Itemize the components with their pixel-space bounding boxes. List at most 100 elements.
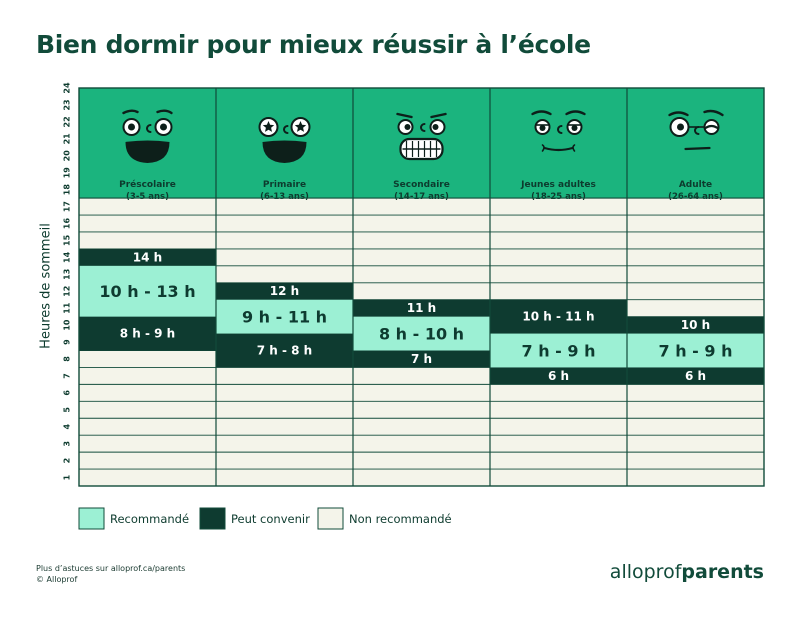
y-tick-label: 2 bbox=[63, 458, 72, 464]
y-tick-label: 24 bbox=[63, 82, 72, 94]
y-tick-label: 11 bbox=[63, 302, 72, 314]
pupil bbox=[677, 123, 684, 131]
legend-label: Recommandé bbox=[110, 512, 189, 526]
bar-recommended bbox=[216, 299, 353, 334]
y-tick-label: 5 bbox=[63, 407, 72, 413]
braces-face-icon bbox=[396, 112, 447, 161]
y-tick-label: 22 bbox=[63, 116, 72, 127]
brow bbox=[122, 109, 139, 115]
nose bbox=[557, 125, 563, 134]
legend-swatch bbox=[317, 507, 344, 530]
page-title: Bien dormir pour mieux réussir à l’école bbox=[36, 30, 591, 59]
group-ages: (14-17 ans) bbox=[394, 192, 449, 202]
pupil bbox=[432, 124, 439, 130]
brow bbox=[430, 112, 447, 119]
smile-face-icon bbox=[122, 109, 173, 163]
bar-acceptable-lower bbox=[353, 350, 490, 368]
smirk-face-icon bbox=[531, 110, 586, 152]
nose bbox=[146, 124, 152, 133]
mouth bbox=[125, 140, 170, 163]
bar-recommended bbox=[353, 316, 490, 351]
bar-acceptable-lower bbox=[627, 367, 764, 385]
legend-label: Non recommandé bbox=[349, 512, 452, 526]
brow bbox=[156, 109, 173, 115]
brow bbox=[703, 109, 724, 117]
nose bbox=[420, 123, 426, 132]
mouth bbox=[262, 140, 307, 163]
wink-face-icon bbox=[668, 109, 724, 151]
y-tick-label: 1 bbox=[63, 474, 72, 480]
y-tick-label: 20 bbox=[63, 150, 72, 162]
y-tick-label: 18 bbox=[63, 184, 72, 196]
group-name: Primaire bbox=[263, 180, 306, 190]
copyright-text: © Alloprof bbox=[36, 575, 78, 584]
bar-acceptable-upper bbox=[216, 282, 353, 300]
group-name: Adulte bbox=[679, 180, 712, 190]
y-tick-label: 4 bbox=[63, 424, 72, 430]
star-pupil bbox=[262, 121, 275, 132]
brow bbox=[565, 110, 586, 116]
bar-acceptable-upper bbox=[490, 299, 627, 334]
mouth bbox=[543, 146, 574, 152]
brow bbox=[531, 110, 552, 116]
winking-eye bbox=[704, 124, 719, 130]
legend-item: Non recommandé bbox=[317, 507, 452, 530]
y-tick-label: 23 bbox=[63, 99, 72, 110]
chart-border bbox=[78, 87, 765, 487]
y-tick-label: 9 bbox=[63, 339, 72, 345]
y-tick-label: 21 bbox=[63, 133, 72, 145]
footer-link-text: Plus d’astuces sur alloprof.ca/parents bbox=[36, 564, 186, 573]
label-acceptable-lower: 7 h - 8 h bbox=[257, 344, 312, 358]
footer-note: Plus d’astuces sur alloprof.ca/parents ©… bbox=[36, 563, 185, 585]
brow bbox=[396, 112, 413, 119]
label-acceptable-upper: 12 h bbox=[270, 284, 299, 298]
y-tick-label: 13 bbox=[63, 269, 72, 280]
group-name: Secondaire bbox=[393, 180, 450, 190]
y-tick-label: 12 bbox=[63, 286, 72, 297]
group-ages: (6-13 ans) bbox=[260, 192, 309, 202]
bar-acceptable-upper bbox=[627, 316, 764, 334]
star-pupil bbox=[294, 121, 307, 132]
legend-label: Peut convenir bbox=[231, 512, 310, 526]
label-acceptable-lower: 7 h bbox=[411, 352, 432, 366]
brand-logo-part2: parents bbox=[681, 561, 764, 583]
y-tick-label: 17 bbox=[63, 201, 72, 212]
bar-acceptable-lower bbox=[490, 367, 627, 385]
group-name: Jeunes adultes bbox=[520, 180, 596, 190]
y-tick-label: 15 bbox=[63, 234, 72, 246]
pupil bbox=[160, 123, 167, 131]
brand-logo: alloprofparents bbox=[610, 561, 764, 583]
group-ages: (3-5 ans) bbox=[126, 192, 169, 202]
label-acceptable-lower: 6 h bbox=[685, 369, 706, 383]
pupil bbox=[128, 123, 135, 131]
legend-swatch bbox=[199, 507, 226, 530]
bar-acceptable-upper bbox=[79, 248, 216, 266]
y-tick-label: 8 bbox=[63, 356, 72, 362]
label-acceptable-lower: 6 h bbox=[548, 369, 569, 383]
y-tick-label: 3 bbox=[63, 441, 72, 447]
legend-item: Peut convenir bbox=[199, 507, 310, 530]
label-acceptable-lower: 8 h - 9 h bbox=[120, 327, 175, 341]
legend-item: Recommandé bbox=[78, 507, 189, 530]
y-tick-label: 16 bbox=[63, 217, 72, 229]
mouth bbox=[684, 146, 711, 151]
bar-acceptable-upper bbox=[353, 299, 490, 317]
bar-acceptable-lower bbox=[79, 316, 216, 351]
y-tick-label: 6 bbox=[63, 390, 72, 396]
brow bbox=[668, 111, 689, 117]
label-recommended: 9 h - 11 h bbox=[242, 308, 327, 327]
dimples bbox=[541, 144, 576, 152]
bar-acceptable-lower bbox=[216, 333, 353, 368]
label-recommended: 7 h - 9 h bbox=[659, 342, 733, 361]
label-recommended: 10 h - 13 h bbox=[99, 282, 195, 301]
y-tick-label: 19 bbox=[63, 167, 72, 179]
label-acceptable-upper: 10 h bbox=[681, 318, 710, 332]
bar-recommended bbox=[490, 333, 627, 368]
nose bbox=[694, 126, 700, 135]
label-recommended: 7 h - 9 h bbox=[522, 342, 596, 361]
nose bbox=[283, 125, 289, 134]
group-ages: (18-25 ans) bbox=[531, 192, 586, 202]
group-ages: (26-64 ans) bbox=[668, 192, 723, 202]
star-eyes-face-icon bbox=[258, 117, 311, 163]
